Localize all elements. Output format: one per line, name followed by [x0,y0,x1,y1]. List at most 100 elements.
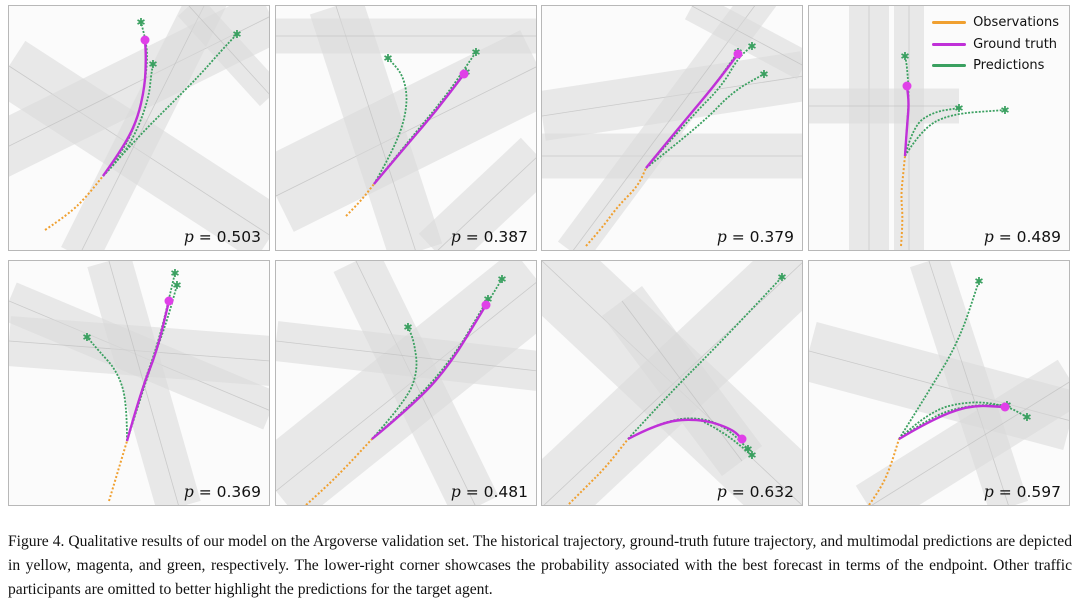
predicted-trajectory [373,57,408,185]
ground-truth-trajectory [903,85,910,157]
best-forecast-probability: p = 0.632 [717,483,794,501]
ground-truth-endpoint [164,296,174,306]
legend-swatch [932,21,967,25]
prediction-endpoint-marker: ✱ [747,40,756,53]
ground-truth-trajectory [373,73,465,185]
map-canvas: ✱✱✱ [276,6,536,250]
trajectory-panel: ✱ ✱ ✱ p = 0.489 Observations Ground truth Pred… [808,5,1070,251]
prediction-endpoint-marker: ✱ [759,68,768,81]
ground-truth-trajectory [371,304,488,440]
probability-symbol: p [450,483,461,501]
map-canvas: ✱✱✱ [809,261,1069,505]
ground-truth-trajectory [125,300,171,442]
predicted-trajectory [102,33,238,177]
legend: Observations Ground truth Predictions [932,12,1059,77]
prediction-endpoint-marker: ✱ [170,267,179,280]
predicted-trajectory [898,280,980,440]
observed-trajectory [868,438,900,505]
probability-symbol: p [183,228,194,246]
probability-value: = 0.481 [460,483,528,501]
prediction-endpoint-marker: ✱ [471,46,480,59]
observed-trajectory [585,167,647,247]
best-forecast-probability: p = 0.481 [451,483,528,501]
prediction-endpoint-marker: ✱ [974,275,983,288]
trajectory-panel: ✱✱✱p = 0.379 [541,5,803,251]
best-forecast-probability: p = 0.503 [184,228,261,246]
map-canvas: ✱✱✱ [542,261,802,505]
ground-truth-trajectory [898,404,1006,441]
ground-truth-endpoint [140,35,150,45]
predicted-trajectory [371,326,418,440]
ground-truth-endpoint [459,69,469,79]
legend-swatch [932,64,967,68]
probability-symbol: p [183,483,194,501]
probability-symbol: p [716,483,727,501]
prediction-endpoint-marker: ✱ [497,273,506,286]
map-canvas: ✱✱✱ [542,6,802,250]
predicted-trajectory [898,401,1028,440]
lane-centerline [81,6,205,250]
observed-trajectory [566,438,629,505]
prediction-endpoint-marker: ✱ [483,293,492,306]
legend-label: Observations [973,15,1059,31]
best-forecast-probability: p = 0.379 [717,228,794,246]
figure-grid: ✱✱✱p = 0.503✱✱✱p = 0.387✱✱✱p = 0.379✱✱✱p… [8,5,1070,506]
observed-trajectory [44,175,104,231]
ground-truth-endpoint [902,81,912,91]
legend-entry: Observations [932,12,1059,34]
best-forecast-probability: p = 0.387 [451,228,528,246]
legend-entry: Predictions [932,55,1059,77]
predicted-trajectory [86,336,128,442]
figure-caption: Figure 4. Qualitative results of our mod… [8,533,1072,598]
ground-truth-trajectory [102,39,147,177]
trajectory-panel: ✱ ✱ ✱ p = 0.369 [8,260,270,506]
legend-label: Predictions [973,58,1045,74]
lane-centerline [188,6,269,95]
prediction-endpoint-marker: ✱ [232,28,241,41]
prediction-endpoint-marker: ✱ [743,443,752,456]
prediction-endpoint-marker: ✱ [954,102,963,115]
trajectory-panel: ✱ ✱ ✱ p = 0.481 [275,260,537,506]
map-canvas: ✱✱✱ [9,6,269,250]
legend-label: Ground truth [973,36,1058,52]
ground-truth-trajectory [645,53,739,169]
trajectory-panel: ✱✱✱p = 0.387 [275,5,537,251]
trajectory-panel: ✱ ✱ ✱ p = 0.632 [541,260,803,506]
prediction-endpoint-marker: ✱ [1022,411,1031,424]
map-canvas: ✱ ✱ ✱ [809,6,1010,250]
best-forecast-probability: p = 0.369 [184,483,261,501]
lane-centerline [691,6,802,66]
prediction-endpoint-marker: ✱ [747,449,756,462]
probability-value: = 0.369 [193,483,261,501]
prediction-endpoint-marker: ✱ [136,16,145,29]
lane-centerline [437,157,536,250]
lane-centerline [355,261,476,505]
prediction-endpoint-marker: ✱ [82,331,91,344]
ground-truth-endpoint [737,434,747,444]
ground-truth-endpoint [481,300,491,310]
observed-trajectory [108,440,128,502]
trajectory-panel: ✱✱✱p = 0.597 [808,260,1070,506]
probability-value: = 0.632 [726,483,794,501]
probability-symbol: p [983,228,994,246]
prediction-endpoint-marker: ✱ [1000,104,1009,117]
probability-symbol: p [450,228,461,246]
probability-value: = 0.489 [993,228,1061,246]
map-canvas: ✱✱✱ [9,261,269,505]
lane-centerline [276,66,536,197]
prediction-endpoint-marker: ✱ [383,52,392,65]
ground-truth-endpoint [733,49,743,59]
lane-centerline [276,340,536,372]
observed-trajectory [305,438,373,505]
probability-value: = 0.387 [460,228,528,246]
prediction-endpoint-marker: ✱ [900,50,909,63]
predicted-trajectory [904,109,1006,157]
lane-centerline [871,381,1069,505]
best-forecast-probability: p = 0.597 [984,483,1061,501]
map-canvas: ✱✱✱ [276,261,536,505]
probability-symbol: p [983,483,994,501]
ground-truth-endpoint [1000,402,1010,412]
probability-symbol: p [716,228,727,246]
predicted-trajectory [645,73,765,169]
probability-value: = 0.379 [726,228,794,246]
